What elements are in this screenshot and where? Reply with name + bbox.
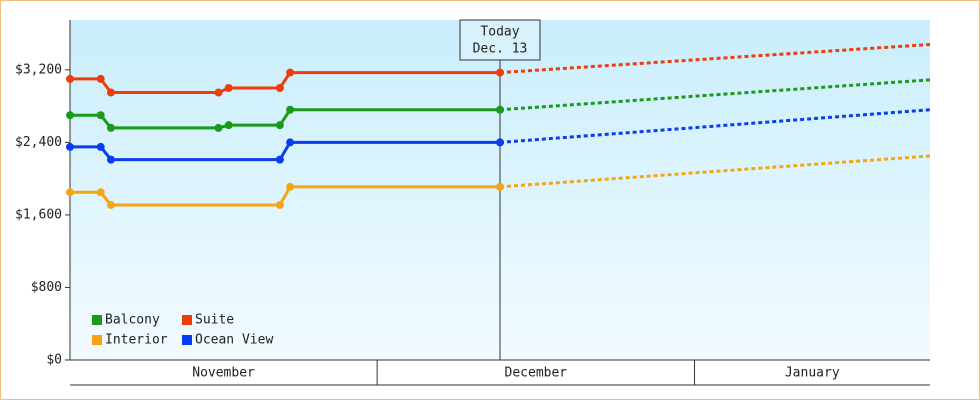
point <box>286 182 295 191</box>
point <box>496 105 504 114</box>
point <box>66 111 74 120</box>
x-band-label: January <box>785 366 840 381</box>
projection-line <box>499 78 931 112</box>
y-tick-label: $0 <box>46 353 62 368</box>
x-band-label: November <box>192 366 255 381</box>
today-label: Today <box>480 25 519 40</box>
series-line <box>70 185 500 207</box>
legend-swatch <box>182 315 192 325</box>
legend-swatch <box>92 335 102 345</box>
point <box>224 84 233 92</box>
point <box>106 123 115 132</box>
point <box>286 105 295 114</box>
point <box>496 138 504 147</box>
point <box>96 188 105 197</box>
today-box <box>459 19 541 61</box>
point <box>66 142 74 151</box>
point <box>275 155 284 164</box>
point <box>286 138 295 147</box>
today-date: Dec. 13 <box>473 42 528 57</box>
point <box>224 121 233 130</box>
legend-swatch <box>182 335 192 345</box>
projection-line <box>499 154 931 189</box>
legend-swatch <box>92 315 102 325</box>
x-band-label: December <box>505 366 568 381</box>
point <box>275 121 284 130</box>
point <box>286 68 295 77</box>
legend-label: Interior <box>105 333 168 348</box>
point <box>106 155 115 164</box>
point <box>96 74 105 83</box>
point <box>214 123 223 132</box>
projection-line <box>499 108 931 144</box>
point <box>275 200 284 209</box>
y-tick-label: $800 <box>31 280 62 295</box>
projection-line <box>499 42 931 75</box>
y-tick-label: $2,400 <box>15 135 62 150</box>
point <box>66 74 74 83</box>
point <box>66 188 74 197</box>
point <box>275 84 284 92</box>
y-tick-label: $1,600 <box>15 207 62 222</box>
point <box>106 88 115 97</box>
point <box>96 142 105 151</box>
point <box>106 200 115 209</box>
y-tick-label: $3,200 <box>15 62 62 77</box>
point <box>496 68 504 77</box>
point <box>96 111 105 120</box>
legend-label: Ocean View <box>195 333 273 348</box>
legend-label: Suite <box>195 313 234 328</box>
point <box>496 182 504 191</box>
series-line <box>70 140 500 162</box>
point <box>214 88 223 97</box>
legend-label: Balcony <box>105 313 160 328</box>
